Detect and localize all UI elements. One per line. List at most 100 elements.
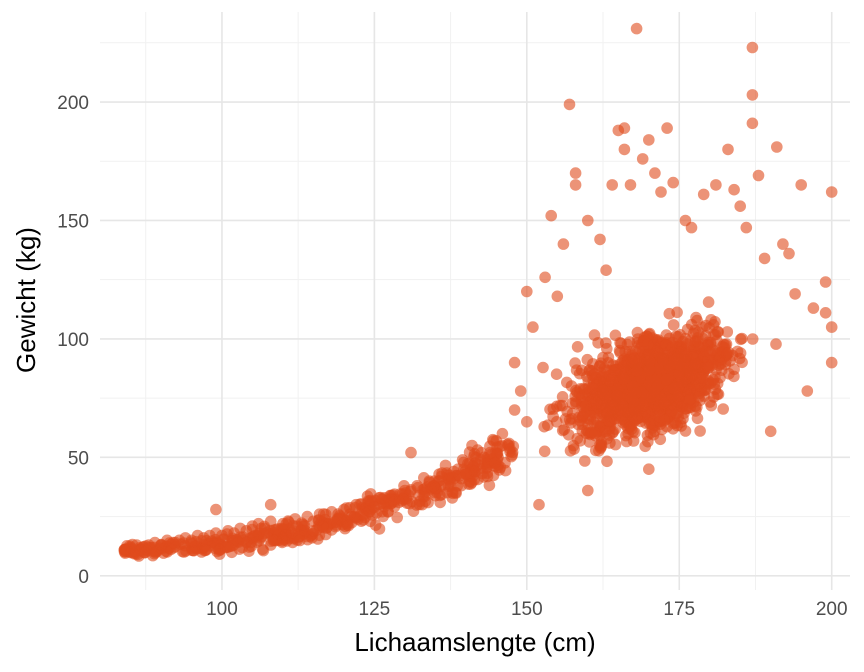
data-point — [628, 353, 640, 365]
data-point — [569, 167, 582, 179]
data-point — [537, 361, 549, 374]
data-point — [594, 233, 606, 246]
data-point — [521, 416, 533, 428]
data-point — [807, 302, 820, 314]
data-point — [746, 89, 759, 101]
data-point — [825, 186, 838, 198]
x-tick-label: 125 — [359, 599, 391, 620]
data-point — [631, 326, 644, 339]
data-point — [641, 338, 654, 351]
data-point — [643, 134, 655, 146]
data-point — [673, 368, 685, 380]
data-point — [601, 455, 613, 468]
data-point — [556, 399, 569, 412]
data-point — [591, 397, 603, 410]
data-point — [746, 333, 759, 345]
data-point — [484, 446, 497, 459]
data-point — [508, 356, 521, 369]
data-point — [544, 403, 556, 416]
data-point — [502, 439, 515, 452]
data-point — [533, 498, 545, 511]
data-point — [200, 544, 212, 557]
data-point — [819, 276, 832, 288]
data-point — [483, 479, 496, 492]
data-point — [561, 376, 573, 389]
data-point — [557, 238, 570, 250]
data-point — [801, 385, 814, 397]
y-tick-label: 100 — [57, 330, 89, 351]
data-point — [771, 141, 783, 153]
data-point — [449, 486, 462, 499]
data-point — [618, 143, 631, 156]
data-point — [661, 420, 673, 433]
data-point — [447, 465, 460, 478]
data-point — [758, 252, 771, 265]
data-point — [734, 200, 746, 212]
x-tick-label: 100 — [206, 599, 238, 620]
data-point — [687, 340, 700, 353]
data-point — [672, 330, 684, 343]
data-point — [562, 429, 575, 441]
data-point — [579, 455, 591, 467]
data-point — [688, 358, 701, 371]
data-point — [589, 427, 602, 439]
data-point — [429, 482, 442, 494]
data-point — [625, 423, 638, 435]
data-point — [657, 353, 669, 366]
data-point — [267, 534, 280, 547]
data-point — [264, 515, 277, 528]
data-point — [636, 153, 649, 165]
data-point — [672, 358, 685, 371]
data-point — [572, 418, 585, 431]
y-tick-label: 200 — [57, 93, 89, 114]
data-point — [685, 221, 698, 234]
data-point — [615, 404, 627, 416]
y-tick-label: 150 — [57, 211, 89, 232]
data-point — [643, 363, 656, 376]
data-point — [734, 347, 747, 359]
data-point — [350, 498, 362, 511]
data-point — [789, 288, 801, 300]
data-point — [595, 357, 607, 370]
y-axis-title: Gewicht (kg) — [11, 227, 41, 373]
data-point — [643, 463, 655, 476]
data-point — [225, 540, 238, 552]
data-point — [670, 407, 683, 419]
data-point — [649, 167, 661, 179]
data-point — [368, 501, 381, 513]
data-point — [538, 445, 551, 458]
data-point — [575, 364, 588, 377]
data-point — [693, 391, 705, 403]
data-point — [711, 334, 723, 347]
data-point — [683, 394, 696, 407]
data-point — [667, 176, 679, 189]
data-point — [671, 306, 683, 319]
data-point — [563, 98, 576, 111]
data-point — [609, 438, 622, 451]
x-tick-label: 200 — [816, 599, 848, 620]
data-point — [418, 490, 431, 503]
data-point — [736, 332, 748, 345]
data-point — [740, 221, 753, 234]
data-point — [710, 179, 722, 191]
data-point — [508, 404, 521, 416]
data-point — [527, 321, 539, 333]
data-point — [236, 541, 249, 554]
data-point — [277, 517, 289, 530]
data-point — [728, 183, 740, 196]
data-point — [399, 484, 411, 497]
data-point — [722, 143, 734, 156]
data-point — [681, 323, 694, 336]
grid — [100, 12, 850, 590]
data-point — [542, 419, 554, 432]
data-point — [783, 247, 795, 260]
data-point — [210, 503, 222, 516]
data-point — [592, 337, 604, 349]
data-point — [391, 511, 404, 524]
data-point — [613, 344, 626, 357]
data-point — [606, 179, 618, 191]
data-point — [595, 441, 607, 453]
data-point — [539, 271, 551, 284]
data-point — [569, 179, 582, 191]
